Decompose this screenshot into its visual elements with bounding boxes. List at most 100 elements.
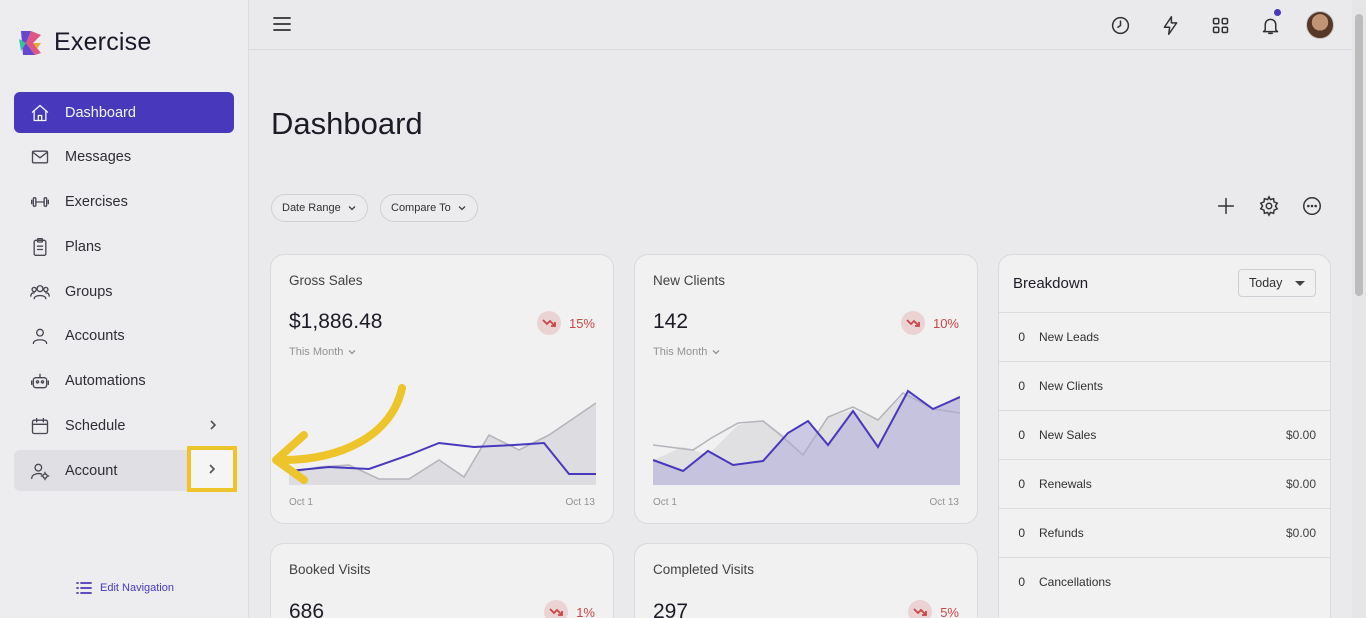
row-count: 0 (1018, 526, 1025, 540)
scrollbar-thumb[interactable] (1355, 14, 1363, 296)
trend-down-icon (544, 600, 569, 618)
period-label: This Month (653, 346, 708, 358)
chevron-right-icon[interactable] (206, 418, 220, 432)
chevron-right-icon (209, 464, 216, 474)
breakdown-card: Breakdown Today 0 New Leads 0 New Client… (998, 254, 1331, 618)
date-range-filter[interactable]: Date Range (271, 194, 368, 222)
gross-sales-card[interactable]: Gross Sales $1,886.48 15% This Month Oct… (270, 254, 614, 524)
trend-value: 10% (932, 315, 959, 331)
apps-grid-icon[interactable] (1206, 11, 1234, 39)
x-axis-end: Oct 13 (929, 497, 959, 508)
history-icon[interactable] (1106, 11, 1134, 39)
app-name: Exercise (54, 28, 152, 56)
breakdown-row[interactable]: 0 New Clients (999, 361, 1330, 410)
breakdown-row[interactable]: 0 Renewals $0.00 (999, 459, 1330, 508)
trend-down-icon (900, 311, 925, 335)
trend-down-icon (536, 311, 561, 335)
top-bar (249, 0, 1366, 50)
compare-to-label: Compare To (391, 202, 451, 214)
row-label: Refunds (1039, 526, 1084, 540)
trend-badge: 10% (900, 311, 959, 335)
scrollbar[interactable] (1352, 0, 1366, 618)
sidebar-item-label: Account (65, 462, 118, 479)
date-range-label: Date Range (282, 202, 341, 214)
period-dropdown[interactable]: This Month (289, 346, 357, 358)
list-icon (76, 582, 92, 594)
sidebar-item-automations[interactable]: Automations (14, 361, 234, 402)
edit-navigation-label: Edit Navigation (100, 582, 174, 594)
row-value: $0.00 (1285, 526, 1316, 540)
chevron-down-icon (348, 350, 356, 355)
calendar-icon (29, 416, 50, 437)
gross-sales-chart (289, 402, 596, 485)
dumbbell-icon (29, 192, 50, 213)
row-label: New Sales (1039, 428, 1097, 442)
row-label: Renewals (1039, 477, 1092, 491)
card-title: Booked Visits (289, 562, 371, 577)
chevron-down-icon (458, 206, 466, 211)
sidebar-item-label: Accounts (65, 328, 125, 345)
row-label: Cancellations (1039, 575, 1112, 589)
sidebar-item-label: Plans (65, 238, 102, 255)
row-label: New Clients (1039, 379, 1104, 393)
chevron-down-icon (348, 206, 356, 211)
sidebar-item-plans[interactable]: Plans (14, 226, 234, 267)
sidebar-item-label: Schedule (65, 418, 126, 435)
completed-visits-card[interactable]: Completed Visits 297 5% (634, 543, 978, 618)
x-axis-start: Oct 1 (289, 497, 313, 508)
sidebar-item-exercises[interactable]: Exercises (14, 182, 234, 223)
home-icon (29, 102, 50, 123)
row-count: 0 (1018, 477, 1025, 491)
top-actions (1106, 9, 1334, 39)
trend-value: 1% (576, 604, 595, 618)
breakdown-row[interactable]: 0 Cancellations (999, 557, 1330, 606)
period-label: This Month (289, 346, 344, 358)
card-title: Gross Sales (289, 273, 363, 288)
x-axis-end: Oct 13 (565, 497, 595, 508)
booked-visits-card[interactable]: Booked Visits 686 1% (270, 543, 614, 618)
edit-navigation-link[interactable]: Edit Navigation (76, 581, 174, 595)
logo-icon (19, 30, 41, 55)
app-logo[interactable]: Exercise (17, 28, 151, 57)
breakdown-row[interactable]: 0 Refunds $0.00 (999, 508, 1330, 557)
user-icon (29, 326, 50, 347)
row-label: New Leads (1039, 330, 1100, 344)
x-axis-start: Oct 1 (653, 497, 677, 508)
trend-badge: 1% (544, 600, 595, 618)
breakdown-period-select[interactable]: Today (1238, 269, 1316, 297)
sidebar-nav: Dashboard Messages Exercises Plans Group… (14, 92, 237, 495)
new-clients-card[interactable]: New Clients 142 10% This Month Oct 1 Oct… (634, 254, 978, 524)
add-icon[interactable] (1215, 195, 1241, 221)
row-count: 0 (1018, 575, 1025, 589)
sidebar-item-dashboard[interactable]: Dashboard (14, 92, 234, 133)
card-value: 686 (289, 600, 325, 618)
sidebar-item-label: Exercises (65, 194, 128, 211)
expand-account-button[interactable] (187, 446, 237, 493)
sidebar-item-schedule[interactable]: Schedule (14, 406, 234, 447)
card-value: 142 (653, 310, 689, 333)
period-dropdown[interactable]: This Month (653, 346, 721, 358)
avatar[interactable] (1306, 11, 1334, 39)
sidebar-item-accounts[interactable]: Accounts (14, 316, 234, 357)
more-options-icon[interactable] (1301, 195, 1327, 221)
menu-icon[interactable] (272, 15, 292, 33)
users-icon (29, 281, 50, 302)
notification-bell-icon[interactable] (1256, 9, 1284, 39)
card-value: 297 (653, 600, 689, 618)
row-count: 0 (1018, 428, 1025, 442)
mail-icon (29, 147, 50, 168)
card-title: Completed Visits (653, 562, 755, 577)
settings-gear-icon[interactable] (1258, 195, 1284, 221)
sidebar-item-groups[interactable]: Groups (14, 271, 234, 312)
breakdown-row[interactable]: 0 New Leads (999, 312, 1330, 361)
breakdown-title: Breakdown (1013, 275, 1089, 292)
compare-to-filter[interactable]: Compare To (380, 194, 478, 222)
sidebar-item-account[interactable]: Account (14, 446, 237, 493)
sidebar-item-messages[interactable]: Messages (14, 137, 234, 178)
chevron-down-icon (712, 350, 720, 355)
trend-badge: 15% (536, 311, 595, 335)
breakdown-row[interactable]: 0 New Sales $0.00 (999, 410, 1330, 459)
lightning-icon[interactable] (1156, 11, 1184, 39)
sidebar-item-label: Groups (65, 283, 113, 300)
clipboard-icon (29, 236, 50, 257)
